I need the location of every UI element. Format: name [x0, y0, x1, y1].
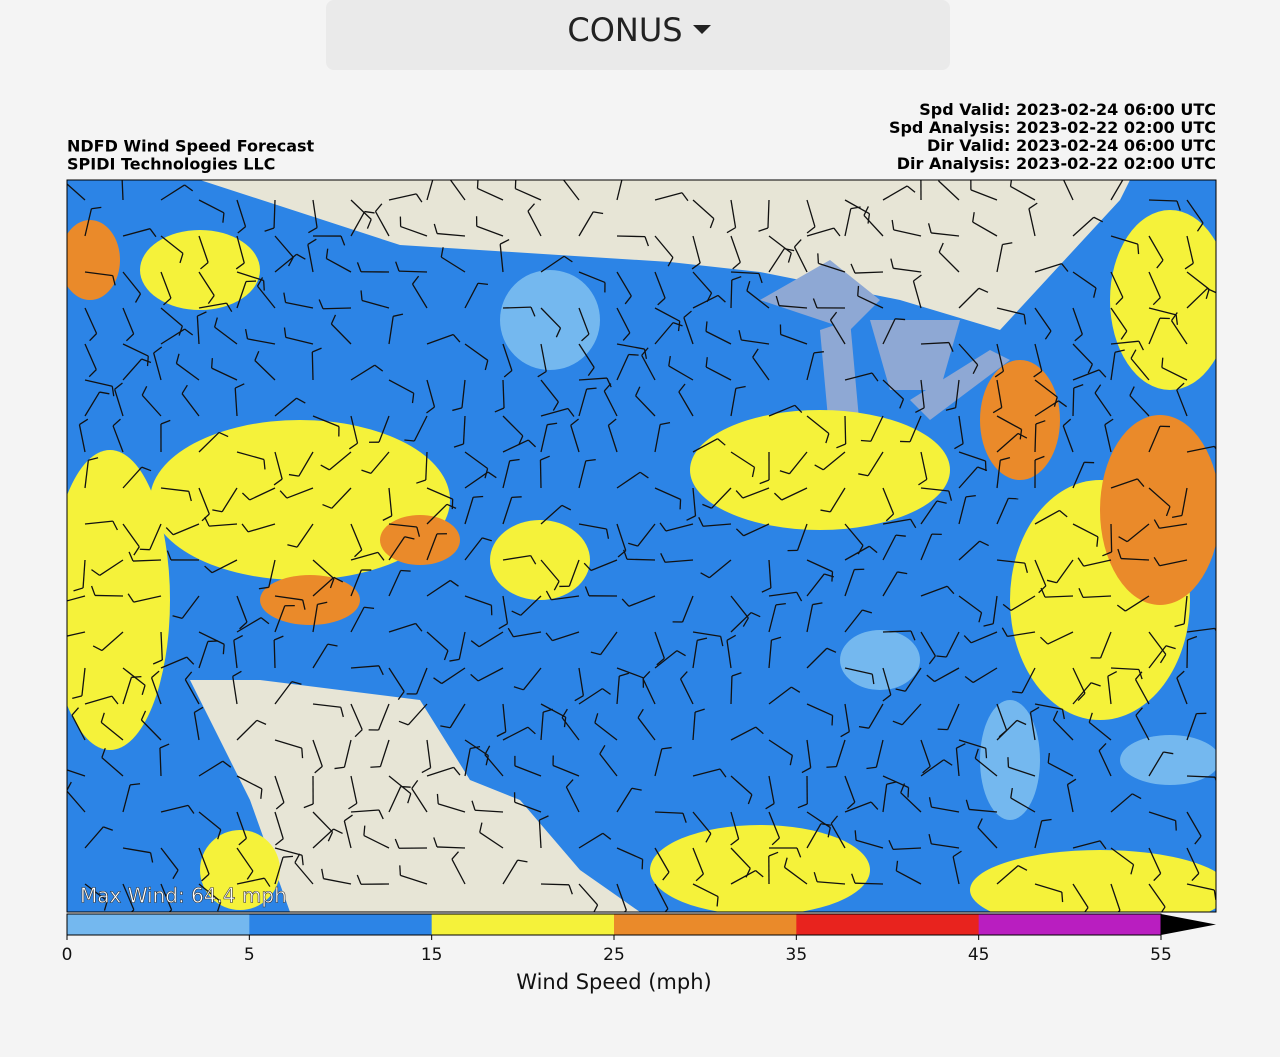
wind-barb-flag	[832, 715, 833, 725]
colorbar-label: Wind Speed (mph)	[516, 970, 711, 994]
wind-barb-flag	[449, 169, 454, 177]
wind-barb-flag	[624, 171, 634, 172]
wind-barb-flag	[1138, 244, 1139, 254]
time-label: Spd Valid:	[919, 100, 1010, 119]
wind-barb-flag	[400, 865, 401, 875]
colorbar-tick-label: 0	[62, 945, 73, 965]
wind-barb-flag	[473, 496, 483, 497]
colorbar-tick-label: 15	[421, 945, 443, 965]
wind-barb-flag	[858, 286, 859, 296]
wind-barb-flag	[1162, 358, 1163, 368]
wind-barb-flag	[370, 767, 380, 768]
wind-barb-flag	[717, 897, 718, 907]
wind-barb-flag	[826, 767, 836, 768]
colorbar-extend	[1161, 914, 1216, 935]
colorbar-tick-label: 35	[786, 945, 808, 965]
wind-barb-flag	[1125, 176, 1135, 178]
wind-barb-flag	[52, 595, 58, 603]
time-line: Dir Analysis: 2023-02-22 02:00 UTC	[897, 154, 1216, 173]
colorbar: 0 5 15 25 35 45 55	[62, 914, 1216, 965]
wind-barb-flag	[939, 172, 943, 181]
source: SPIDI Technologies LLC	[67, 155, 275, 174]
max-wind: Max Wind: 64.4 mph	[80, 884, 287, 908]
wind-barb-flag	[986, 748, 987, 758]
wind-barb	[1073, 388, 1074, 416]
wind-barb	[95, 595, 123, 596]
colorbar-segment	[249, 914, 432, 935]
wind-barb	[312, 352, 313, 380]
wind-barb	[503, 307, 531, 308]
time-value: 2023-02-24 06:00 UTC	[1016, 100, 1216, 119]
wind-barb-flag	[302, 748, 303, 758]
wind-barb	[1035, 424, 1036, 452]
wind-barb-flag	[264, 281, 265, 291]
time-value: 2023-02-22 02:00 UTC	[1016, 118, 1216, 137]
colorbar-tick-label: 5	[244, 945, 255, 965]
wind-barb	[855, 883, 883, 884]
wind-barb-flag	[401, 571, 411, 572]
colorbar-tick-label: 45	[968, 945, 990, 965]
colorbar-segment	[796, 914, 979, 935]
wind-barb	[731, 280, 732, 308]
wind-barb-flag	[562, 169, 567, 178]
wind-barb-flag	[629, 355, 639, 356]
time-value: 2023-02-24 06:00 UTC	[1016, 136, 1216, 155]
region-dropdown[interactable]: CONUS	[326, 0, 950, 70]
wind-barb-flag	[895, 319, 905, 320]
title: NDFD Wind Speed Forecast	[67, 137, 315, 156]
time-label: Dir Valid:	[927, 136, 1010, 155]
wind-barb-flag	[401, 787, 411, 788]
map: Max Wind: 64.4 mph	[50, 167, 1230, 930]
wind-barb-flag	[437, 794, 438, 804]
wind-barb-flag	[861, 440, 871, 441]
time-label: Spd Analysis:	[889, 118, 1010, 137]
colorbar-segment	[979, 914, 1162, 935]
wind-barb-flag	[908, 787, 909, 797]
wind-barb	[540, 460, 541, 488]
wind-barb-flag	[1176, 821, 1177, 831]
wind-barb	[845, 416, 846, 444]
colorbar-tick-label: 25	[603, 945, 625, 965]
wind-barb-flag	[435, 172, 445, 173]
wind-barb-flag	[283, 856, 293, 857]
colorbar-tick-label: 55	[1150, 945, 1172, 965]
wind-barb-flag	[855, 830, 856, 840]
wind-barb-flag	[1062, 892, 1063, 902]
wind-barb-flag	[512, 497, 522, 498]
time-line: Spd Valid: 2023-02-24 06:00 UTC	[919, 100, 1216, 119]
wind-barb-flag	[212, 358, 213, 368]
time-value: 2023-02-22 02:00 UTC	[1016, 154, 1216, 173]
time-label: Dir Analysis:	[897, 154, 1011, 173]
time-line: Spd Analysis: 2023-02-22 02:00 UTC	[889, 118, 1216, 137]
colorbar-segment	[67, 914, 250, 935]
wind-barb-flag	[223, 644, 224, 654]
wind-barb	[274, 640, 275, 668]
wind-barb	[617, 236, 645, 237]
colorbar-segment	[614, 914, 797, 935]
wind-barb-flag	[818, 253, 819, 263]
dropdown-label[interactable]: CONUS	[567, 11, 682, 49]
wind-barb	[323, 308, 351, 309]
wind-barb	[627, 559, 655, 560]
wind-barb	[541, 884, 569, 885]
wind-barb-flag	[52, 630, 58, 638]
wind-barb-flag	[364, 826, 365, 836]
wind-barb-flag	[131, 677, 141, 678]
colorbar-segment	[432, 914, 615, 935]
wind-barb	[399, 271, 427, 272]
time-line: Dir Valid: 2023-02-24 06:00 UTC	[927, 136, 1216, 155]
wind-barb	[1111, 524, 1112, 552]
